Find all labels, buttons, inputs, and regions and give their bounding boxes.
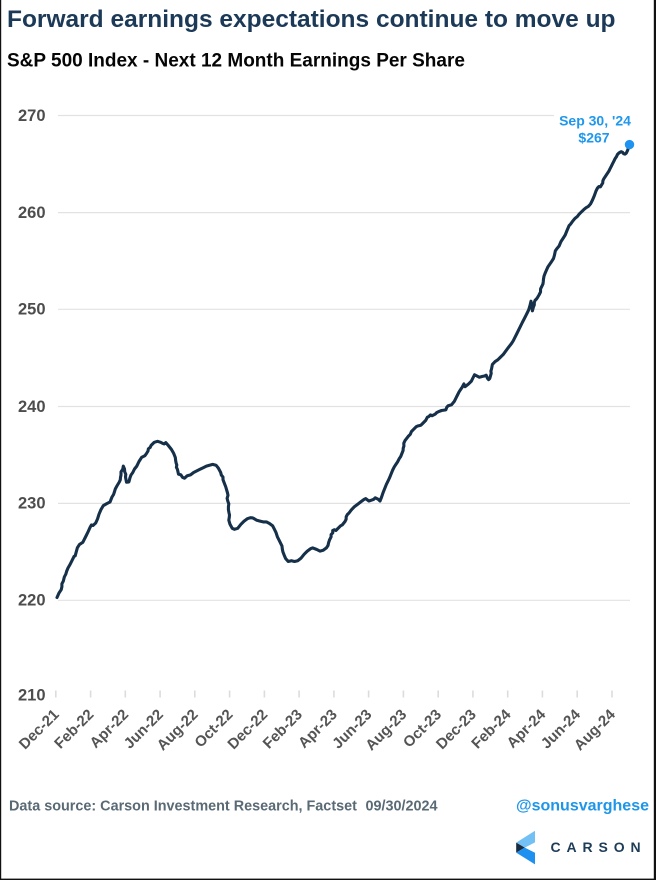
svg-text:220: 220 bbox=[18, 592, 46, 610]
svg-text:S&P 500 Index - Next 12 Month: S&P 500 Index - Next 12 Month Earnings P… bbox=[7, 51, 465, 72]
svg-text:09/30/2024: 09/30/2024 bbox=[366, 798, 438, 814]
svg-text:Forward earnings expectations: Forward earnings expectations continue t… bbox=[7, 6, 616, 33]
svg-text:Sep 30, '24: Sep 30, '24 bbox=[559, 112, 631, 128]
svg-text:$267: $267 bbox=[578, 130, 609, 146]
svg-text:240: 240 bbox=[18, 398, 46, 416]
svg-text:250: 250 bbox=[18, 301, 46, 319]
svg-text:270: 270 bbox=[18, 107, 46, 125]
svg-text:@sonusvarghese: @sonusvarghese bbox=[516, 798, 649, 815]
svg-text:Data source: Carson Investment: Data source: Carson Investment Research,… bbox=[9, 798, 357, 814]
svg-text:230: 230 bbox=[18, 495, 46, 513]
svg-text:210: 210 bbox=[18, 686, 46, 704]
svg-text:260: 260 bbox=[18, 204, 46, 222]
svg-text:CARSON: CARSON bbox=[551, 839, 647, 855]
